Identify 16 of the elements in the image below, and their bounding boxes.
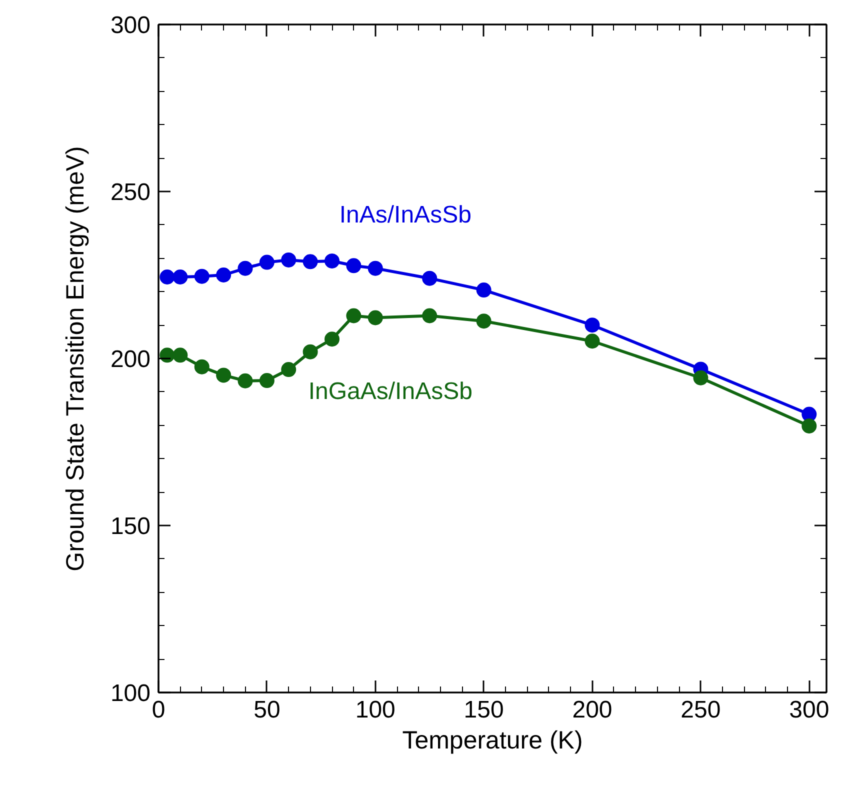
y-tick-label: 250 xyxy=(110,179,151,206)
x-tick-label: 150 xyxy=(464,696,504,724)
x-axis-title: Temperature (K) xyxy=(402,726,583,754)
x-tick-label: 100 xyxy=(355,696,396,724)
x-tick-label: 250 xyxy=(680,696,721,724)
y-tick-label: 100 xyxy=(110,680,151,707)
y-tick-label: 300 xyxy=(110,12,151,39)
y-tick-label: 150 xyxy=(110,513,151,540)
y-tick-label: 200 xyxy=(110,346,151,373)
x-tick-label: 200 xyxy=(572,696,612,724)
x-tick-label: 300 xyxy=(789,696,830,724)
x-tick-label: 50 xyxy=(254,696,280,724)
y-axis-title: Ground State Transition Energy (meV) xyxy=(61,146,90,572)
series-label: InAs/InAsSb xyxy=(339,201,472,228)
series-label: InGaAs/InAsSb xyxy=(308,378,472,405)
x-tick-label: 0 xyxy=(152,696,166,724)
